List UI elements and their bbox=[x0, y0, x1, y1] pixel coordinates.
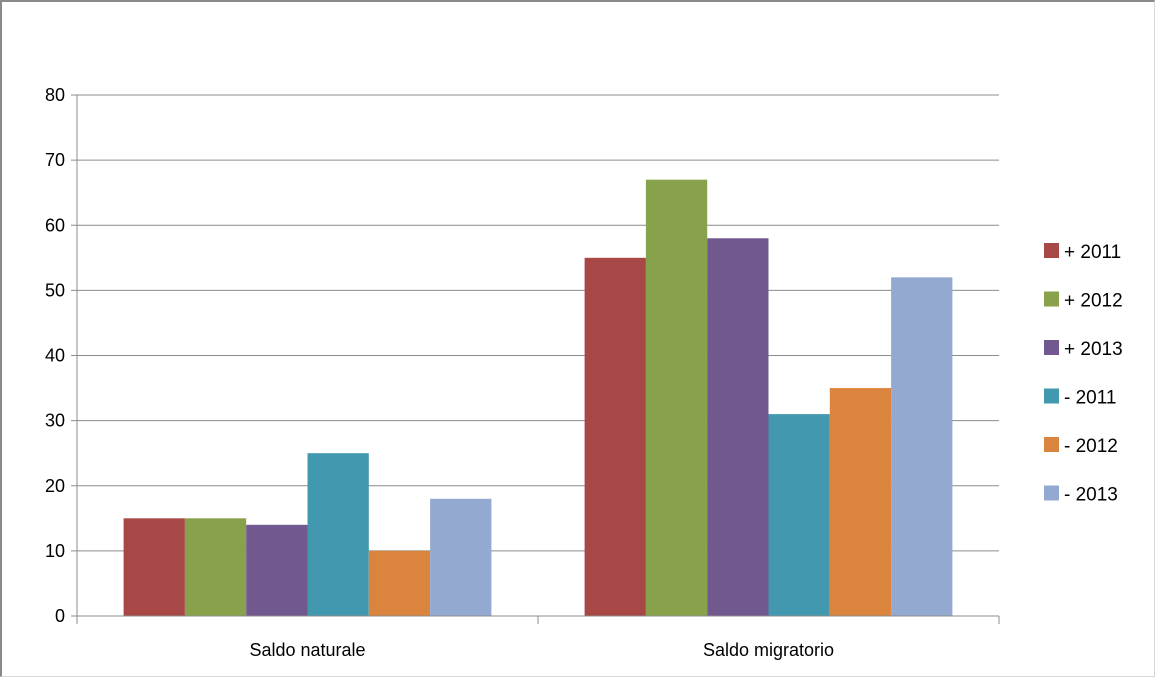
legend-label: + 2013 bbox=[1064, 339, 1123, 360]
bar bbox=[645, 179, 708, 616]
y-tick-label: 60 bbox=[45, 215, 65, 235]
bar bbox=[184, 518, 247, 616]
legend-swatch bbox=[1044, 485, 1059, 501]
bar bbox=[829, 388, 892, 616]
legend-swatch bbox=[1044, 437, 1059, 452]
legend-label: + 2011 bbox=[1064, 242, 1121, 263]
axes: 0 10 20 30 40 50 60 70 80 Saldo naturale Saldo mig… bbox=[45, 85, 1000, 660]
legend-label: - 2011 bbox=[1064, 388, 1116, 409]
legend-swatch bbox=[1044, 388, 1059, 404]
bar bbox=[768, 414, 830, 616]
legend-swatch bbox=[1044, 243, 1059, 258]
bar bbox=[246, 524, 308, 616]
bar bbox=[307, 453, 369, 616]
legend: + 2011 + 2012 + 2013 - 2011 - 2012 - 2013 bbox=[1044, 242, 1123, 506]
bar bbox=[707, 238, 769, 616]
bar bbox=[430, 498, 492, 616]
y-tick-label: 70 bbox=[45, 150, 65, 170]
bar bbox=[891, 277, 953, 616]
legend-swatch bbox=[1044, 340, 1059, 355]
legend-label: - 2013 bbox=[1064, 485, 1118, 506]
y-tick-label: 0 bbox=[55, 606, 65, 626]
bars bbox=[123, 179, 953, 616]
legend-label: - 2012 bbox=[1064, 436, 1118, 457]
y-tick-label: 30 bbox=[45, 411, 65, 431]
bar bbox=[123, 518, 185, 616]
bar bbox=[368, 550, 431, 616]
gridlines bbox=[77, 94, 999, 552]
y-tick-label: 10 bbox=[45, 541, 65, 561]
y-tick-label: 50 bbox=[45, 280, 65, 300]
y-tick-label: 20 bbox=[45, 476, 65, 496]
x-category-label: Saldo naturale bbox=[249, 640, 365, 660]
y-tick-label: 80 bbox=[45, 85, 65, 105]
y-tick-label: 40 bbox=[45, 346, 65, 366]
legend-swatch bbox=[1044, 291, 1059, 307]
bar bbox=[584, 257, 646, 616]
x-category-label: Saldo migratorio bbox=[703, 640, 834, 660]
legend-label: + 2012 bbox=[1064, 291, 1123, 312]
